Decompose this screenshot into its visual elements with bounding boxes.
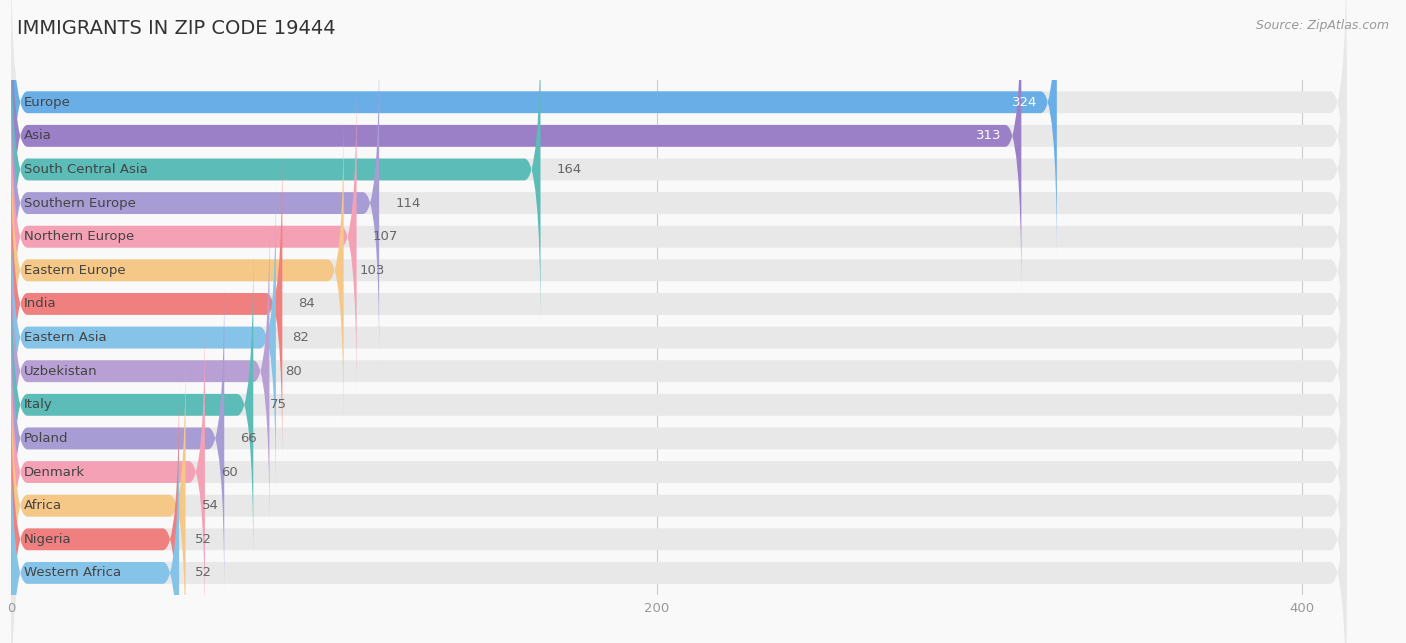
FancyBboxPatch shape (11, 0, 1347, 293)
Text: Europe: Europe (24, 96, 72, 109)
Text: Eastern Europe: Eastern Europe (24, 264, 125, 277)
FancyBboxPatch shape (11, 147, 283, 461)
FancyBboxPatch shape (11, 214, 270, 529)
FancyBboxPatch shape (11, 181, 1347, 494)
Text: Asia: Asia (24, 129, 52, 142)
Text: 66: 66 (240, 432, 257, 445)
FancyBboxPatch shape (11, 281, 1347, 595)
Text: Uzbekistan: Uzbekistan (24, 365, 98, 377)
FancyBboxPatch shape (11, 113, 1347, 428)
Text: 52: 52 (195, 566, 212, 579)
FancyBboxPatch shape (11, 214, 1347, 529)
Text: 103: 103 (360, 264, 385, 277)
Text: 114: 114 (395, 197, 420, 210)
Text: 164: 164 (557, 163, 582, 176)
FancyBboxPatch shape (11, 147, 1347, 461)
FancyBboxPatch shape (11, 0, 1021, 293)
FancyBboxPatch shape (11, 181, 276, 494)
Text: Nigeria: Nigeria (24, 533, 72, 546)
Text: IMMIGRANTS IN ZIP CODE 19444: IMMIGRANTS IN ZIP CODE 19444 (17, 19, 336, 39)
Text: Northern Europe: Northern Europe (24, 230, 135, 243)
Text: 75: 75 (270, 398, 287, 412)
FancyBboxPatch shape (11, 382, 179, 643)
Text: Denmark: Denmark (24, 466, 86, 478)
Text: Eastern Asia: Eastern Asia (24, 331, 107, 344)
Text: South Central Asia: South Central Asia (24, 163, 148, 176)
Text: 80: 80 (285, 365, 302, 377)
FancyBboxPatch shape (11, 281, 224, 595)
Text: 82: 82 (292, 331, 309, 344)
FancyBboxPatch shape (11, 0, 1057, 259)
FancyBboxPatch shape (11, 113, 343, 428)
Text: 107: 107 (373, 230, 398, 243)
Text: 54: 54 (201, 499, 218, 512)
FancyBboxPatch shape (11, 248, 253, 562)
Text: 324: 324 (1012, 96, 1038, 109)
FancyBboxPatch shape (11, 416, 1347, 643)
FancyBboxPatch shape (11, 248, 1347, 562)
FancyBboxPatch shape (11, 349, 186, 643)
FancyBboxPatch shape (11, 349, 1347, 643)
Text: 84: 84 (298, 298, 315, 311)
Text: Italy: Italy (24, 398, 53, 412)
Text: Poland: Poland (24, 432, 69, 445)
FancyBboxPatch shape (11, 46, 1347, 360)
Text: Western Africa: Western Africa (24, 566, 121, 579)
Text: 313: 313 (977, 129, 1002, 142)
FancyBboxPatch shape (11, 80, 1347, 394)
FancyBboxPatch shape (11, 80, 357, 394)
FancyBboxPatch shape (11, 416, 179, 643)
FancyBboxPatch shape (11, 12, 1347, 327)
Text: 52: 52 (195, 533, 212, 546)
Text: Southern Europe: Southern Europe (24, 197, 136, 210)
FancyBboxPatch shape (11, 315, 205, 629)
FancyBboxPatch shape (11, 46, 380, 360)
FancyBboxPatch shape (11, 12, 540, 327)
FancyBboxPatch shape (11, 315, 1347, 629)
Text: Source: ZipAtlas.com: Source: ZipAtlas.com (1256, 19, 1389, 32)
FancyBboxPatch shape (11, 382, 1347, 643)
Text: 60: 60 (221, 466, 238, 478)
Text: Africa: Africa (24, 499, 62, 512)
Text: India: India (24, 298, 56, 311)
FancyBboxPatch shape (11, 0, 1347, 259)
